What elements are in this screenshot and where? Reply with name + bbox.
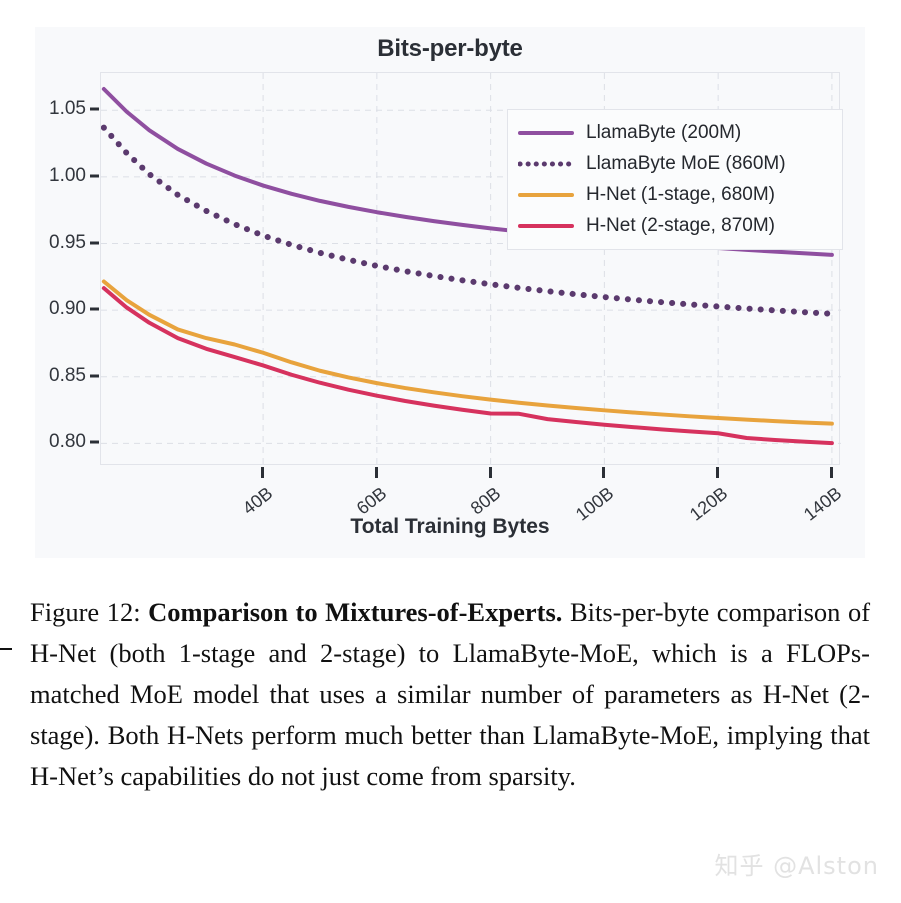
figure-caption: Figure 12: Comparison to Mixtures-of-Exp…	[30, 592, 870, 797]
x-tick-mark	[488, 467, 492, 478]
series-line-3	[101, 279, 834, 426]
legend-item-label: H-Net (1-stage, 680M)	[586, 183, 776, 205]
x-tick-mark	[829, 467, 833, 478]
page-margin-mark	[0, 648, 12, 650]
y-tick-mark	[90, 241, 99, 245]
chart-legend: LlamaByte (200M) LlamaByte MoE (860M) H-Ne…	[507, 109, 843, 250]
legend-swatch-icon	[518, 124, 574, 142]
x-tick-mark	[374, 467, 378, 478]
y-tick-mark	[90, 174, 99, 178]
y-tick-label: 0.90	[49, 298, 86, 320]
x-axis-title: Total Training Bytes	[350, 515, 550, 538]
legend-item-4[interactable]: H-Net (2-stage, 870M)	[518, 210, 832, 241]
series-line-2	[101, 124, 835, 317]
x-tick-mark	[602, 467, 606, 478]
y-tick-label: 1.00	[49, 164, 86, 186]
x-tick-mark	[261, 467, 265, 478]
y-tick-mark	[90, 307, 99, 311]
legend-item-1[interactable]: LlamaByte (200M)	[518, 117, 832, 148]
legend-item-label: LlamaByte MoE (860M)	[586, 152, 786, 174]
y-tick-mark	[90, 440, 99, 444]
watermark: 知乎 @Alston	[714, 852, 879, 880]
figure-region: Bits-per-byte 1.05 1.00 0.95 0.90 0.85 0.80 4…	[35, 27, 865, 558]
caption-figure-number: Figure 12:	[30, 597, 141, 627]
y-tick-mark	[90, 374, 99, 378]
y-tick-label: 0.85	[49, 364, 86, 386]
legend-item-2[interactable]: LlamaByte MoE (860M)	[518, 148, 832, 179]
y-tick-mark	[90, 107, 99, 111]
legend-swatch-icon	[518, 186, 574, 204]
x-tick-mark	[716, 467, 720, 478]
y-tick-label: 0.95	[49, 231, 86, 253]
y-tick-label: 1.05	[49, 98, 86, 120]
chart-title: Bits-per-byte	[377, 35, 523, 62]
series-line-4	[101, 286, 834, 446]
caption-bold-title: Comparison to Mixtures-of-Experts.	[148, 597, 563, 627]
legend-item-label: H-Net (2-stage, 870M)	[586, 214, 776, 236]
legend-swatch-icon	[518, 217, 574, 235]
legend-item-label: LlamaByte (200M)	[586, 121, 742, 143]
y-tick-label: 0.80	[49, 431, 86, 453]
caption-body: Bits-per-byte comparison of H-Net (both …	[30, 597, 871, 791]
legend-item-3[interactable]: H-Net (1-stage, 680M)	[518, 179, 832, 210]
legend-swatch-icon	[518, 155, 574, 173]
